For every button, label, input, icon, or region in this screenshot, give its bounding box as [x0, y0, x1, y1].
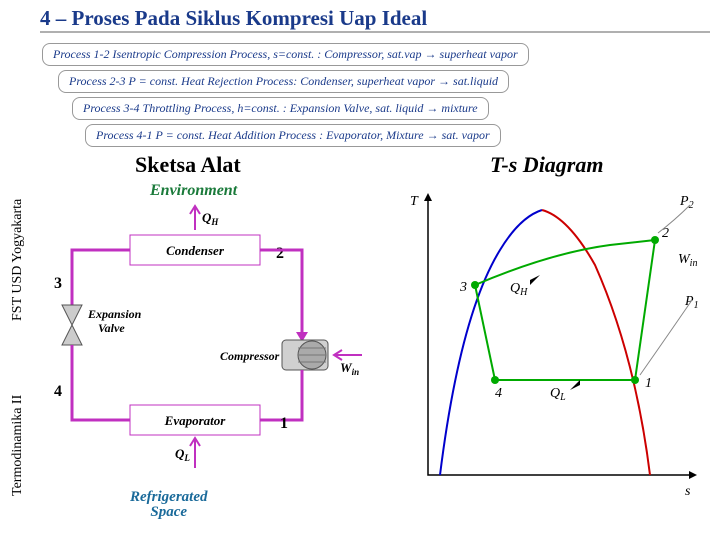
process-4-1: Process 4-1 P = const. Heat Addition Pro… — [85, 124, 501, 147]
ql-arrowhead-icon — [570, 380, 580, 390]
vertical-text-course: Termodinamika II — [10, 370, 26, 520]
process-2-3: Process 2-3 P = const. Heat Rejection Pr… — [58, 70, 509, 93]
process-3-4: Process 3-4 Throttling Process, h=const.… — [72, 97, 489, 120]
t-axis-label: T — [410, 194, 419, 209]
qh-arrow-icon — [190, 206, 200, 230]
svg-text:QH: QH — [510, 281, 528, 298]
expansion-valve-icon — [62, 305, 82, 345]
sketch-svg: Condenser QH 2 3 Expansion Valve Compres… — [40, 200, 380, 530]
ts-svg: T s 3 2 1 4 P2 P1 QH QL Win — [400, 175, 710, 515]
ts-point-4: 4 — [495, 386, 502, 401]
s-axis-label: s — [685, 484, 691, 499]
vertical-text-institution: FST USD Yogyakarta — [10, 170, 26, 350]
cycle-2-1 — [635, 240, 655, 380]
sketch-point-3: 3 — [54, 275, 62, 292]
process-1-2: Process 1-2 Isentropic Compression Proce… — [42, 43, 529, 66]
sketch-point-4: 4 — [54, 383, 62, 400]
expvalve-label-1: Expansion — [87, 307, 142, 321]
environment-label: Environment — [150, 182, 237, 200]
svg-text:Win: Win — [678, 252, 697, 269]
refrigerated-space-label: RefrigeratedSpace — [130, 490, 207, 520]
ts-diagram: T s 3 2 1 4 P2 P1 QH QL Win — [400, 175, 710, 515]
liquid-line — [440, 210, 542, 475]
cycle-4-3 — [475, 285, 495, 380]
sketch-point-2: 2 — [276, 245, 284, 262]
condenser-label: Condenser — [166, 243, 225, 258]
vapor-line — [542, 210, 650, 475]
expvalve-label-2: Valve — [98, 321, 125, 335]
apparatus-sketch: Condenser QH 2 3 Expansion Valve Compres… — [40, 200, 380, 520]
svg-text:Win: Win — [340, 360, 359, 377]
qh-arrowhead-icon — [530, 275, 540, 285]
svg-text:QL: QL — [175, 446, 190, 463]
svg-text:QH: QH — [202, 210, 219, 227]
ql-arrow-icon — [190, 438, 200, 468]
ts-point-1: 1 — [645, 376, 652, 391]
sketch-point-1: 1 — [280, 415, 288, 432]
ts-point-3: 3 — [459, 280, 467, 295]
compressor-label: Compressor — [220, 349, 280, 363]
win-arrow-icon — [334, 350, 362, 360]
svg-text:QL: QL — [550, 386, 566, 403]
page-title: 4 – Proses Pada Siklus Kompresi Uap Idea… — [40, 6, 710, 33]
evaporator-label: Evaporator — [164, 413, 227, 428]
sketch-title: Sketsa Alat — [135, 152, 241, 178]
ts-point-2: 2 — [662, 226, 669, 241]
